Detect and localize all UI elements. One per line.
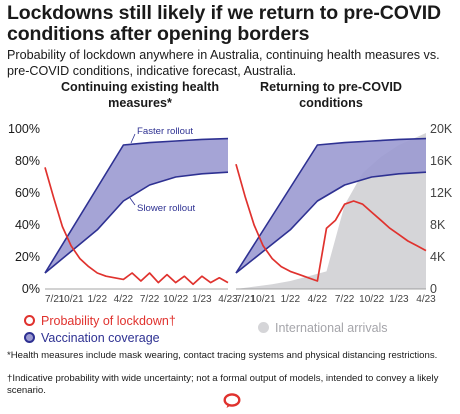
legend-item-vaccination: Vaccination coverage xyxy=(24,330,160,346)
annotation-slower-rollout: Slower rollout xyxy=(137,203,195,214)
x-tick-label: 7/21 xyxy=(45,294,65,305)
footnote-indicative: †Indicative probability with wide uncert… xyxy=(7,373,439,396)
legend-arrivals-label: International arrivals xyxy=(275,321,388,335)
panel-title-pre-covid: Returning to pre-COVID conditions xyxy=(259,80,403,110)
y-tick-label-right: 12K xyxy=(430,186,453,200)
x-tick-label: 4/23 xyxy=(416,294,436,305)
x-tick-label: 7/22 xyxy=(335,294,355,305)
y-tick-label-left: 100% xyxy=(8,122,40,136)
y-tick-label-right: 20K xyxy=(430,122,453,136)
vaccination-faster-line-panel-1 xyxy=(44,137,229,274)
y-tick-label-right: 8K xyxy=(430,218,446,232)
speech-bubble-logo-icon xyxy=(223,393,241,408)
y-tick-label-right: 4K xyxy=(430,250,446,264)
x-tick-label: 10/21 xyxy=(251,294,276,305)
panel-title-health-measures: Continuing existing health measures* xyxy=(60,80,220,110)
footnote-health-measures: *Health measures include mask wearing, c… xyxy=(7,350,438,361)
x-tick-label: 7/22 xyxy=(140,294,160,305)
legend-arrivals-marker xyxy=(258,322,269,333)
x-tick-label: 10/21 xyxy=(59,294,84,305)
legend-lockdown-marker xyxy=(24,315,35,326)
x-tick-label: 1/22 xyxy=(88,294,108,305)
legend-vaccination-marker xyxy=(24,332,35,343)
vaccination-band-panel-1 xyxy=(45,138,228,273)
x-tick-label: 1/23 xyxy=(192,294,212,305)
y-tick-label-left: 40% xyxy=(15,218,40,232)
y-tick-label-right: 0 xyxy=(430,282,437,296)
annotation-faster-rollout: Faster rollout xyxy=(137,126,193,137)
x-tick-label: 10/22 xyxy=(359,294,384,305)
x-tick-label: 4/22 xyxy=(114,294,134,305)
chart-title: Lockdowns still likely if we return to p… xyxy=(7,2,442,45)
x-tick-label: 4/23 xyxy=(218,294,238,305)
annotation-faster-leader xyxy=(130,133,136,144)
legend-item-arrivals: International arrivals xyxy=(258,320,388,336)
legend-lockdown-label: Probability of lockdown† xyxy=(41,314,176,328)
vaccination-band-panel-2 xyxy=(236,138,426,273)
y-tick-label-left: 80% xyxy=(15,154,40,168)
y-tick-label-left: 20% xyxy=(15,250,40,264)
legend-vaccination-label: Vaccination coverage xyxy=(41,331,160,345)
chart-subtitle: Probability of lockdown anywhere in Aust… xyxy=(7,48,440,78)
y-tick-label-right: 16K xyxy=(430,154,453,168)
vaccination-slower-line-panel-2 xyxy=(235,171,427,274)
vaccination-faster-line-panel-2 xyxy=(235,137,427,274)
x-tick-label: 10/22 xyxy=(163,294,188,305)
annotation-slower-leader xyxy=(129,197,136,206)
lockdown-line-panel-2 xyxy=(235,163,427,282)
lockdown-line-panel-1 xyxy=(44,167,229,286)
y-tick-label-left: 60% xyxy=(15,186,40,200)
y-tick-label-left: 0% xyxy=(22,282,40,296)
x-tick-label: 1/22 xyxy=(281,294,301,305)
legend-item-lockdown: Probability of lockdown† xyxy=(24,313,176,329)
vaccination-slower-line-panel-1 xyxy=(44,171,229,274)
x-tick-label: 7/21 xyxy=(236,294,256,305)
x-tick-label: 1/23 xyxy=(389,294,409,305)
x-tick-label: 4/22 xyxy=(308,294,328,305)
